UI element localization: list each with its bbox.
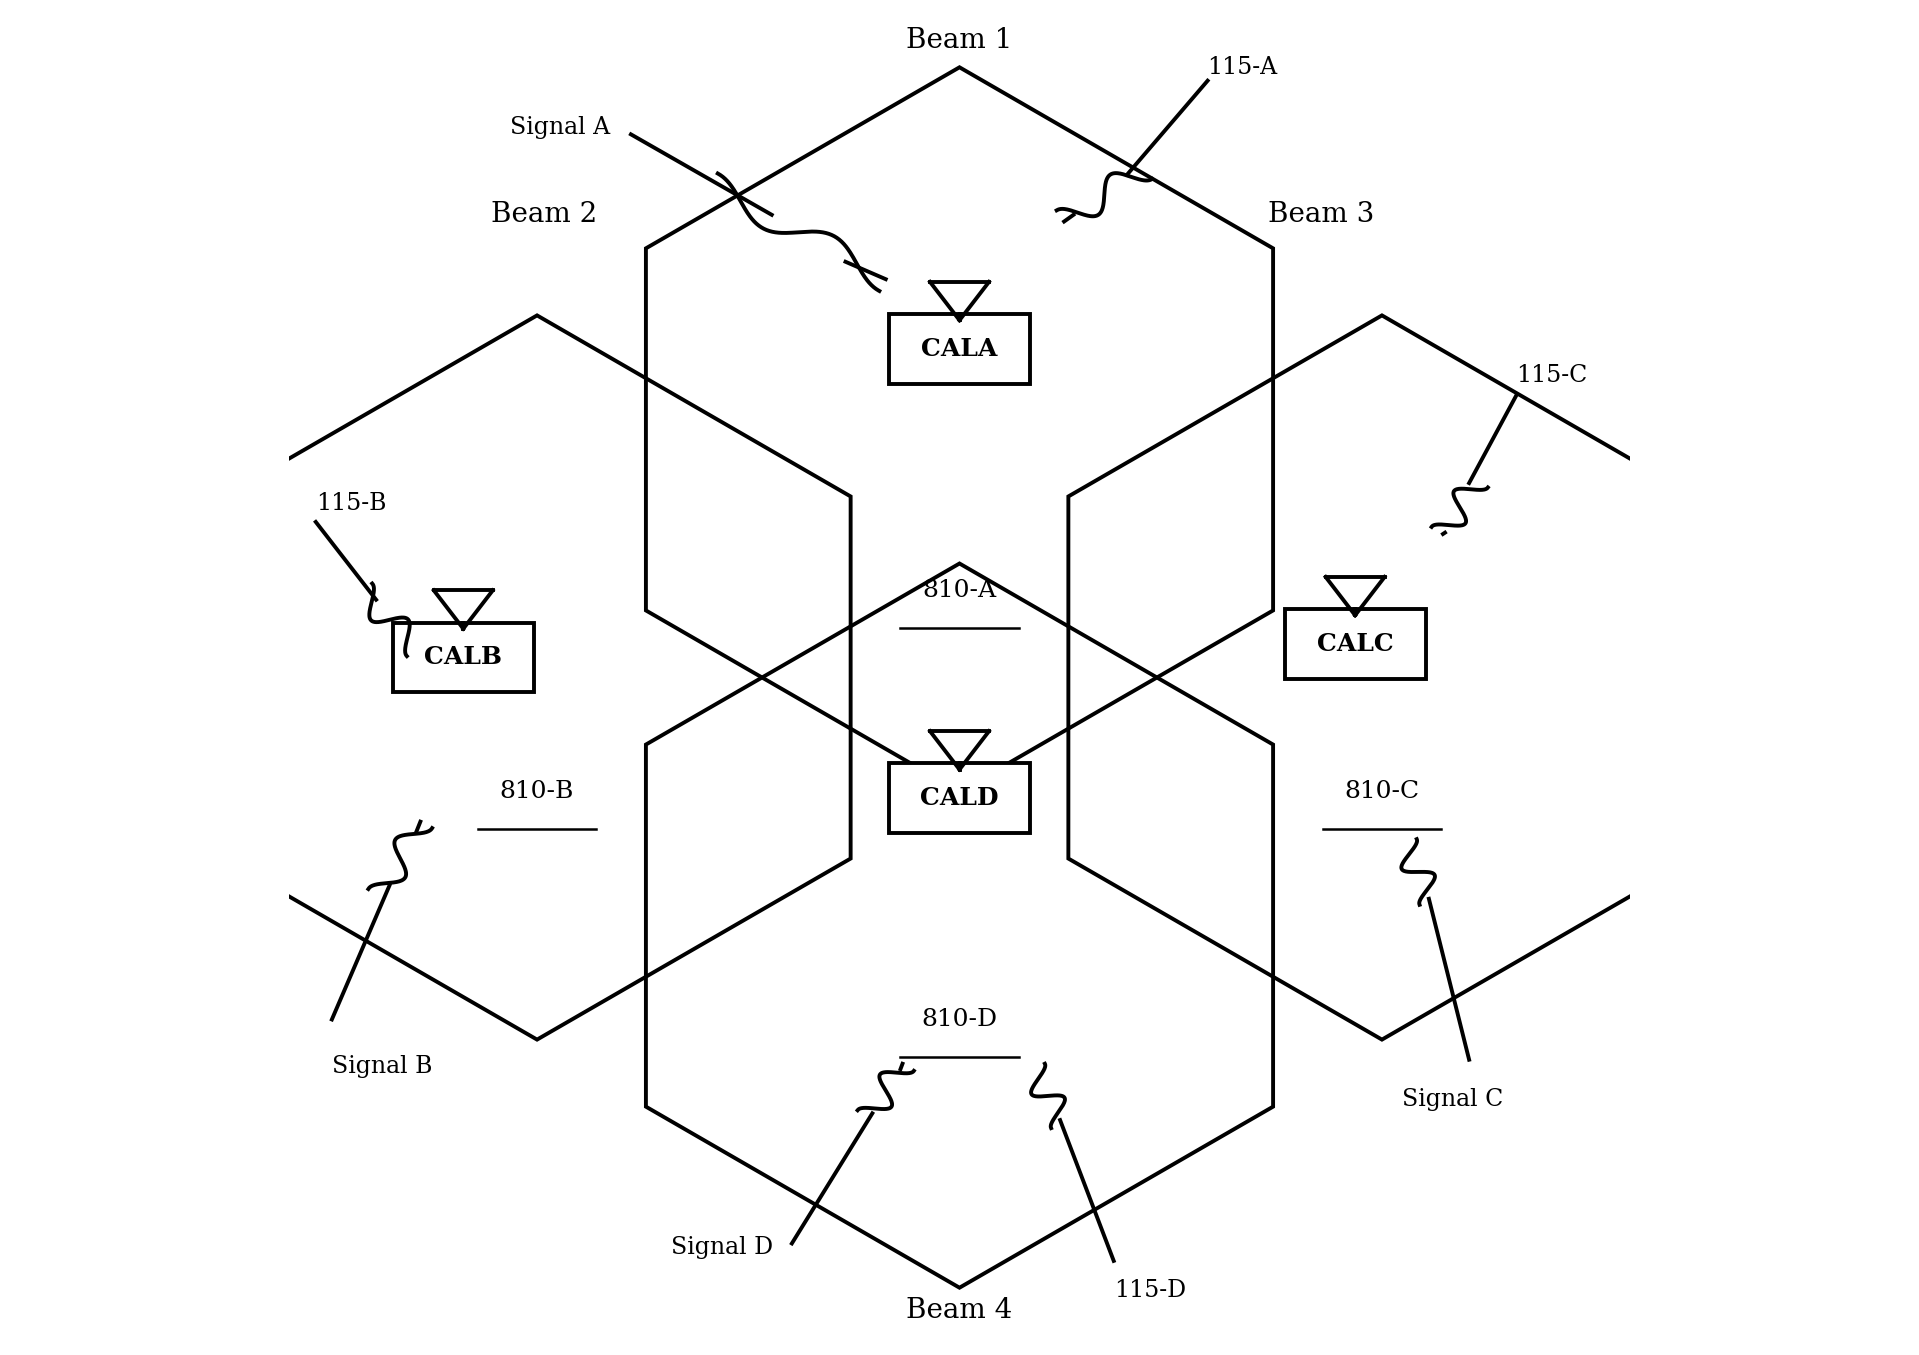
FancyBboxPatch shape bbox=[1284, 610, 1426, 679]
FancyBboxPatch shape bbox=[888, 314, 1031, 383]
Text: Beam 3: Beam 3 bbox=[1268, 202, 1374, 228]
Text: 115-C: 115-C bbox=[1516, 364, 1587, 388]
FancyBboxPatch shape bbox=[888, 763, 1031, 833]
Text: CALB: CALB bbox=[424, 645, 503, 669]
Text: Signal A: Signal A bbox=[510, 117, 610, 140]
Text: 115-D: 115-D bbox=[1113, 1279, 1186, 1302]
Text: Beam 4: Beam 4 bbox=[906, 1297, 1013, 1324]
Text: 810-D: 810-D bbox=[921, 1008, 998, 1031]
Text: 115-B: 115-B bbox=[317, 492, 386, 515]
Text: Signal D: Signal D bbox=[672, 1236, 773, 1259]
Text: 810-C: 810-C bbox=[1345, 780, 1420, 804]
Text: CALD: CALD bbox=[921, 786, 998, 810]
Text: Beam 2: Beam 2 bbox=[491, 202, 597, 228]
Text: CALC: CALC bbox=[1316, 631, 1393, 656]
Text: CALA: CALA bbox=[921, 337, 998, 360]
Text: Signal B: Signal B bbox=[332, 1056, 432, 1079]
Text: Signal C: Signal C bbox=[1403, 1088, 1503, 1111]
Text: 115-A: 115-A bbox=[1207, 56, 1278, 79]
Text: Beam 1: Beam 1 bbox=[906, 27, 1013, 54]
Text: 810-A: 810-A bbox=[923, 579, 996, 602]
Text: 810-B: 810-B bbox=[499, 780, 574, 804]
FancyBboxPatch shape bbox=[393, 622, 533, 692]
